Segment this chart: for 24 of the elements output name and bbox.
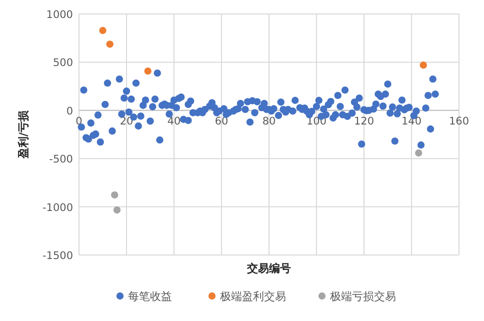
point bbox=[106, 40, 114, 48]
y-tick-label: -1500 bbox=[42, 250, 73, 262]
y-tick-label: -1000 bbox=[42, 202, 73, 214]
x-axis-title: 交易编号 bbox=[246, 262, 291, 275]
x-tick-label: 80 bbox=[262, 115, 276, 128]
point bbox=[420, 61, 427, 69]
point bbox=[113, 206, 121, 214]
y-tick-label: 1000 bbox=[46, 9, 73, 21]
point bbox=[415, 149, 422, 157]
point bbox=[99, 26, 106, 34]
point bbox=[144, 67, 152, 75]
point bbox=[111, 191, 118, 199]
y-axis-title: 盈利/亏损 bbox=[17, 110, 30, 160]
legend-label: 每笔收益 bbox=[128, 290, 172, 303]
x-tick-label: 0 bbox=[76, 115, 82, 128]
y-tick-label: 0 bbox=[66, 105, 73, 118]
legend-label: 极端亏损交易 bbox=[329, 290, 396, 303]
x-tick-label: 160 bbox=[448, 115, 470, 128]
x-tick-label: 120 bbox=[354, 115, 374, 128]
y-tick-label: 500 bbox=[52, 57, 73, 70]
y-tick-label: -500 bbox=[49, 154, 73, 166]
x-tick-label: 40 bbox=[167, 115, 181, 128]
x-tick-label: 60 bbox=[214, 115, 228, 128]
legend-label: 极端盈利交易 bbox=[219, 290, 286, 303]
